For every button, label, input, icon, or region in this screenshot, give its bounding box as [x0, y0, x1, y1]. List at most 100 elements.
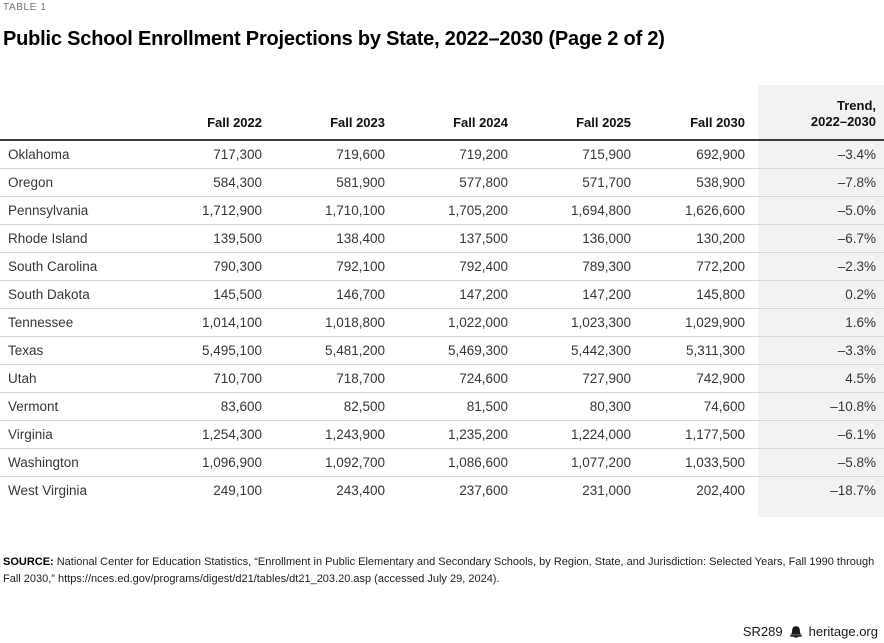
- value-cell: 1,235,200: [385, 420, 508, 449]
- value-cell: 136,000: [508, 224, 631, 253]
- state-cell: Vermont: [0, 392, 150, 421]
- value-cell: 792,100: [262, 252, 385, 281]
- value-cell: 790,300: [150, 252, 262, 281]
- value-cell: 1,086,600: [385, 448, 508, 477]
- trend-cell: –7.8%: [758, 168, 884, 197]
- spacer-cell: [385, 504, 508, 517]
- spacer-cell: [631, 504, 758, 517]
- table-row: Rhode Island 139,500 138,400 137,500 136,000…: [0, 224, 884, 253]
- value-cell: 1,224,000: [508, 420, 631, 449]
- value-cell: 74,600: [631, 392, 758, 421]
- value-cell: 249,100: [213, 482, 262, 498]
- trend-cell: –10.8%: [758, 392, 884, 421]
- value-cell: 789,300: [508, 252, 631, 281]
- page-footer: SR289 heritage.org: [743, 624, 878, 639]
- table-row: Pennsylvania 1,712,900 1,710,100 1,705,200 1…: [0, 196, 884, 225]
- spacer-cell: [0, 504, 150, 517]
- header-row: Fall 2022 Fall 2023 Fall 2024 Fall 2025 …: [0, 85, 884, 141]
- trend-cell: 4.5%: [758, 364, 884, 393]
- state-cell: Washington: [0, 448, 150, 477]
- value-cell: 1,254,300: [150, 420, 262, 449]
- value-cell: 719,600: [262, 140, 385, 169]
- value-cell: 1,014,100: [150, 308, 262, 337]
- column-header-trend: Trend, 2022–2030: [758, 85, 884, 141]
- value-cell: 147,200: [508, 280, 631, 309]
- liberty-bell-icon: [789, 625, 803, 639]
- value-cell: 715,900: [508, 140, 631, 169]
- value-cell: 718,700: [262, 364, 385, 393]
- value-cell: 5,469,300: [385, 336, 508, 365]
- value-cell: 1,694,800: [508, 196, 631, 225]
- page-title: Public School Enrollment Projections by …: [3, 28, 665, 50]
- table-row: Tennessee 1,014,100 1,018,800 1,022,000 1,02…: [0, 308, 884, 337]
- spacer-cell: [758, 504, 884, 517]
- trend-cell: –2.3%: [758, 252, 884, 281]
- state-cell: South Dakota: [0, 280, 150, 309]
- state-cell: Rhode Island: [0, 224, 150, 253]
- value-cell: 772,200: [631, 252, 758, 281]
- value-cell: 145,800: [631, 280, 758, 309]
- footer-site: heritage.org: [808, 624, 878, 639]
- table-row: South Dakota 145,500 146,700 147,200 147,200…: [0, 280, 884, 309]
- value-cell: 130,200: [631, 224, 758, 253]
- table-row: West Virginia 249,100 243,400 237,600 231,00…: [0, 476, 884, 504]
- table-row: Oregon 584,300 581,900 577,800 571,700 538,90…: [0, 168, 884, 197]
- state-cell: Tennessee: [0, 308, 150, 337]
- trend-column-spacer: [0, 504, 884, 517]
- value-cell: 1,626,600: [631, 196, 758, 225]
- value-cell: 717,300: [150, 140, 262, 169]
- value-cell: 1,096,900: [150, 448, 262, 477]
- value-cell: 138,400: [262, 224, 385, 253]
- value-cell: 83,600: [150, 392, 262, 421]
- value-cell: 231,000: [582, 482, 631, 498]
- value-cell: 5,311,300: [631, 336, 758, 365]
- trend-cell: –3.4%: [758, 140, 884, 169]
- state-cell: Virginia: [0, 420, 150, 449]
- trend-cell: –6.7%: [758, 224, 884, 253]
- value-cell: 581,900: [262, 168, 385, 197]
- value-cell: 1,177,500: [631, 420, 758, 449]
- column-header-fall-2025: Fall 2025: [508, 85, 631, 141]
- value-cell: 1,243,900: [262, 420, 385, 449]
- enrollment-table: Fall 2022 Fall 2023 Fall 2024 Fall 2025 …: [0, 85, 884, 517]
- value-cell: 710,700: [150, 364, 262, 393]
- trend-cell: 0.2%: [758, 280, 884, 309]
- spacer-cell: [150, 504, 262, 517]
- value-cell: 1,023,300: [508, 308, 631, 337]
- value-cell: 1,705,200: [385, 196, 508, 225]
- value-cell: 146,700: [262, 280, 385, 309]
- value-cell: 5,481,200: [262, 336, 385, 365]
- value-cell: 742,900: [631, 364, 758, 393]
- value-cell: 82,500: [262, 392, 385, 421]
- value-cell: 1,712,900: [150, 196, 262, 225]
- value-cell: 538,900: [631, 168, 758, 197]
- value-cell: 1,092,700: [262, 448, 385, 477]
- report-id: SR289: [742, 624, 783, 639]
- table-row: Vermont 83,600 82,500 81,500 80,300 74,600 –10…: [0, 392, 884, 421]
- state-cell: Oregon: [0, 168, 150, 197]
- table-row: Washington 1,096,900 1,092,700 1,086,600 1,0…: [0, 448, 884, 477]
- value-cell: 237,600: [459, 482, 508, 498]
- table-row: South Carolina 790,300 792,100 792,400 789,3…: [0, 252, 884, 281]
- value-cell: 571,700: [508, 168, 631, 197]
- value-cell: 137,500: [385, 224, 508, 253]
- column-header-fall-2030: Fall 2030: [631, 85, 758, 141]
- value-cell: 243,400: [336, 482, 385, 498]
- trend-cell: –6.1%: [758, 420, 884, 449]
- value-cell: 81,500: [385, 392, 508, 421]
- value-cell: 577,800: [385, 168, 508, 197]
- state-cell: Texas: [0, 336, 150, 365]
- state-column-header: [0, 85, 150, 141]
- value-cell: 80,300: [508, 392, 631, 421]
- column-header-fall-2023: Fall 2023: [262, 85, 385, 141]
- value-cell: 5,495,100: [150, 336, 262, 365]
- spacer-cell: [262, 504, 385, 517]
- trend-cell: 1.6%: [758, 308, 884, 337]
- value-cell: 692,900: [631, 140, 758, 169]
- value-cell: 1,018,800: [262, 308, 385, 337]
- value-cell: 145,500: [150, 280, 262, 309]
- value-cell: 792,400: [385, 252, 508, 281]
- trend-cell: –18.7%: [758, 476, 884, 504]
- value-cell: 5,442,300: [508, 336, 631, 365]
- column-header-fall-2022: Fall 2022: [150, 85, 262, 141]
